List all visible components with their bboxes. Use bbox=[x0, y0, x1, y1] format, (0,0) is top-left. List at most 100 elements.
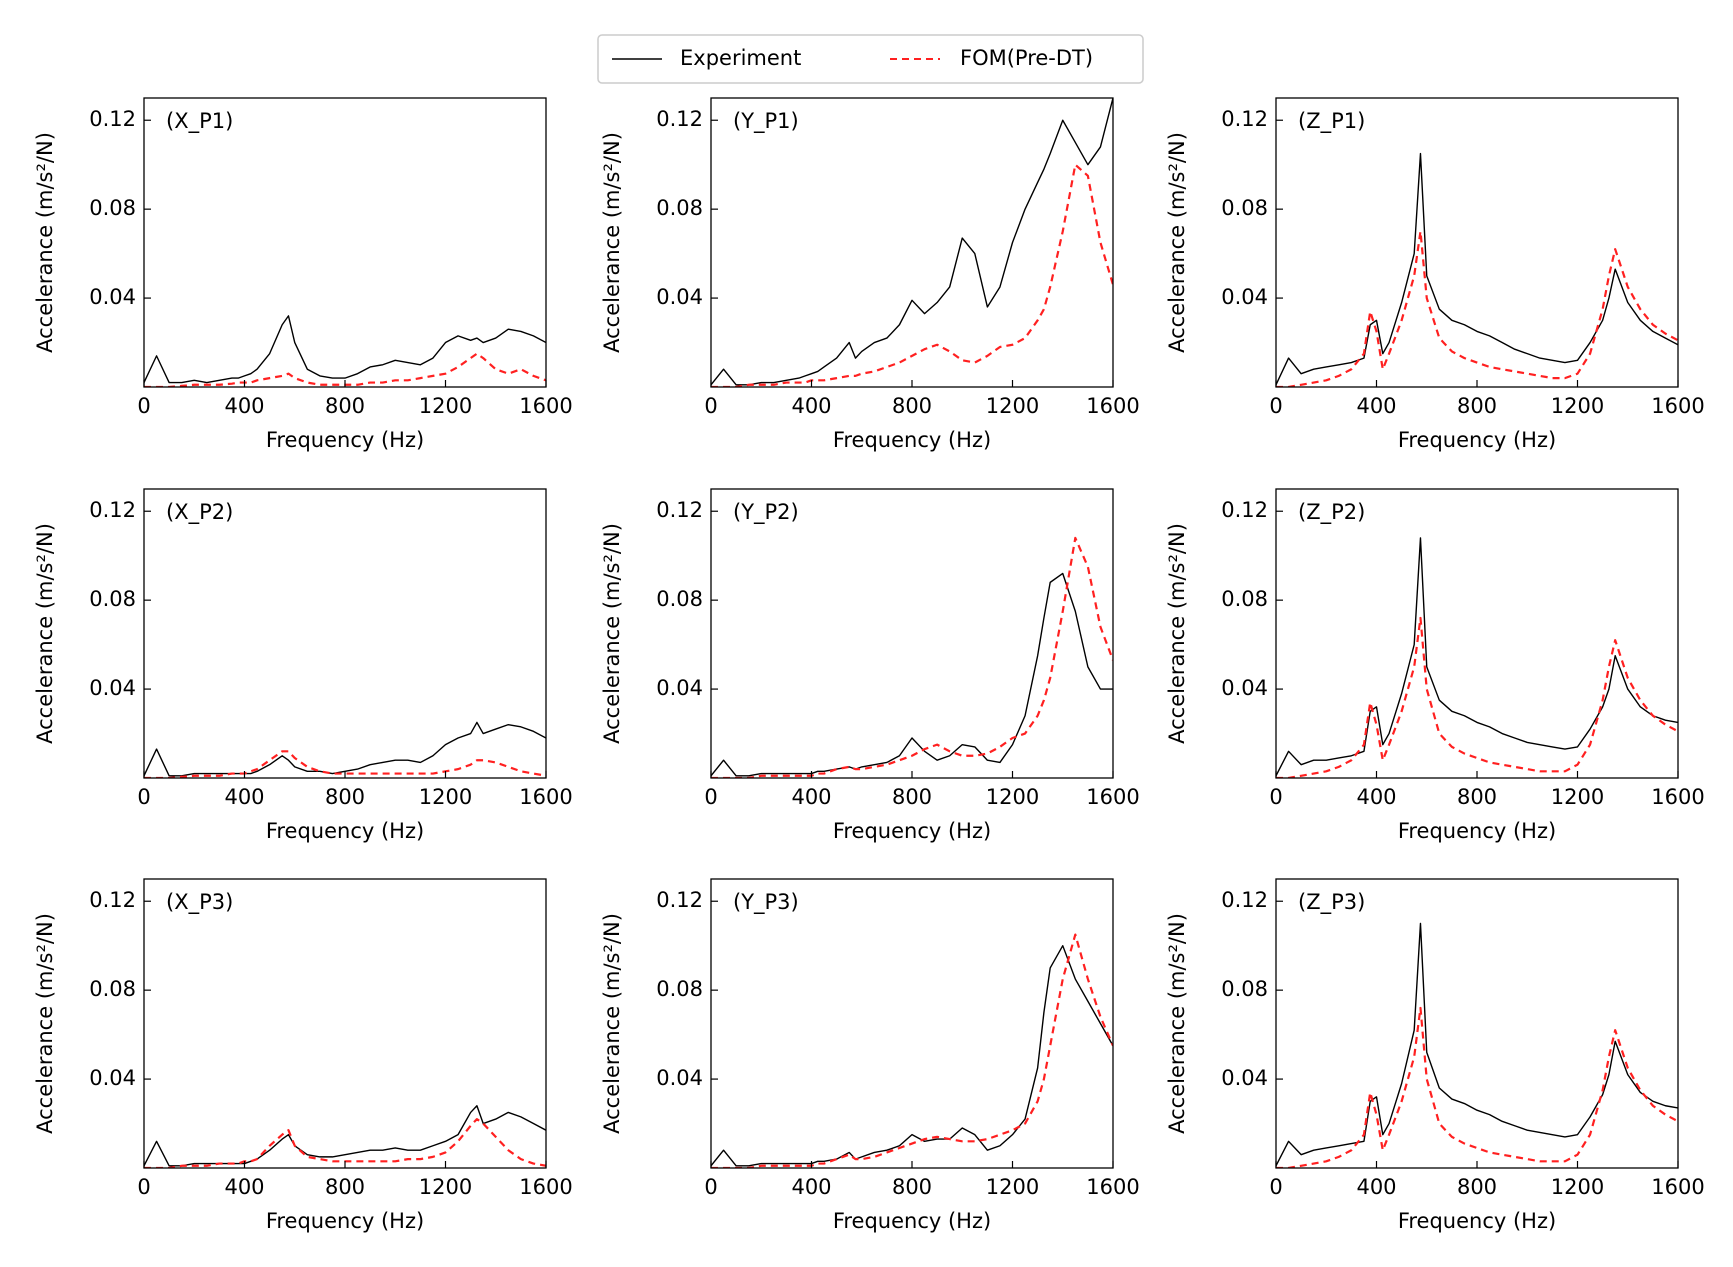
y-axis-label: Accelerance (m/s²/N) bbox=[600, 913, 624, 1134]
y-axis-label: Accelerance (m/s²/N) bbox=[33, 132, 57, 353]
y-axis-label: Accelerance (m/s²/N) bbox=[33, 913, 57, 1134]
y-tick-label: 0.12 bbox=[89, 888, 136, 912]
x-tick-label: 1200 bbox=[1551, 394, 1604, 418]
subplot: 0 400 800 1200 1600 0.04 0.08 0.12 Frequency (Hz… bbox=[1165, 488, 1705, 843]
x-tick-label: 0 bbox=[137, 1175, 150, 1199]
x-tick-label: 400 bbox=[224, 785, 264, 809]
x-tick-label: 0 bbox=[1269, 785, 1282, 809]
legend-box bbox=[597, 34, 1144, 84]
subplot: 0 400 800 1200 1600 0.04 0.08 0.12 Frequency (Hz… bbox=[33, 488, 573, 843]
x-tick-label: 1600 bbox=[519, 1175, 572, 1199]
x-tick-label: 0 bbox=[137, 394, 150, 418]
x-tick-label: 800 bbox=[892, 785, 932, 809]
x-tick-label: 800 bbox=[325, 1175, 365, 1199]
x-tick-label: 1600 bbox=[1086, 394, 1139, 418]
y-tick-label: 0.12 bbox=[1221, 888, 1268, 912]
series-line bbox=[1276, 922, 1678, 1167]
y-tick-label: 0.12 bbox=[89, 498, 136, 522]
x-tick-label: 0 bbox=[704, 394, 717, 418]
x-tick-label: 800 bbox=[892, 394, 932, 418]
y-tick-label: 0.04 bbox=[89, 1066, 136, 1090]
x-tick-label: 0 bbox=[1269, 1175, 1282, 1199]
y-tick-label: 0.08 bbox=[656, 977, 703, 1001]
subplot: 0 400 800 1200 1600 0.04 0.08 0.12 Frequency (Hz… bbox=[600, 878, 1140, 1233]
x-tick-label: 1200 bbox=[1551, 1175, 1604, 1199]
y-tick-label: 0.04 bbox=[89, 676, 136, 700]
series-line bbox=[144, 1117, 546, 1168]
y-tick-label: 0.12 bbox=[656, 498, 703, 522]
x-axis-label: Frequency (Hz) bbox=[833, 1209, 991, 1233]
y-tick-label: 0.04 bbox=[1221, 676, 1268, 700]
series-line bbox=[1276, 537, 1678, 777]
y-tick-label: 0.08 bbox=[1221, 977, 1268, 1001]
x-tick-label: 400 bbox=[224, 1175, 264, 1199]
series-line bbox=[1276, 616, 1678, 778]
x-tick-label: 800 bbox=[325, 785, 365, 809]
legend-label: Experiment bbox=[680, 46, 801, 70]
series-line bbox=[1276, 1006, 1678, 1168]
x-tick-label: 1200 bbox=[419, 785, 472, 809]
series-line bbox=[711, 572, 1113, 777]
subplot: 0 400 800 1200 1600 0.04 0.08 0.12 Frequency (Hz… bbox=[33, 97, 573, 452]
x-tick-label: 400 bbox=[791, 394, 831, 418]
panel-label: (Y_P1) bbox=[733, 109, 799, 134]
x-tick-label: 1600 bbox=[1651, 785, 1704, 809]
y-tick-label: 0.04 bbox=[1221, 285, 1268, 309]
x-tick-label: 400 bbox=[1356, 1175, 1396, 1199]
y-tick-label: 0.04 bbox=[656, 676, 703, 700]
x-tick-label: 1600 bbox=[1651, 1175, 1704, 1199]
axes-frame bbox=[1275, 488, 1679, 779]
x-tick-label: 800 bbox=[325, 394, 365, 418]
y-axis-label: Accelerance (m/s²/N) bbox=[600, 132, 624, 353]
axes-frame bbox=[1275, 97, 1679, 388]
x-axis-label: Frequency (Hz) bbox=[1398, 819, 1556, 843]
x-tick-label: 0 bbox=[137, 785, 150, 809]
series-line bbox=[144, 750, 546, 778]
series-line bbox=[711, 98, 1113, 386]
y-tick-label: 0.08 bbox=[89, 587, 136, 611]
legend-label: FOM(Pre-DT) bbox=[960, 46, 1093, 70]
x-tick-label: 1600 bbox=[1086, 1175, 1139, 1199]
x-tick-label: 1200 bbox=[986, 1175, 1039, 1199]
y-axis-label: Accelerance (m/s²/N) bbox=[1165, 523, 1189, 744]
y-tick-label: 0.04 bbox=[656, 1066, 703, 1090]
x-tick-label: 1200 bbox=[986, 785, 1039, 809]
x-tick-label: 0 bbox=[704, 785, 717, 809]
x-tick-label: 400 bbox=[1356, 394, 1396, 418]
x-tick-label: 400 bbox=[1356, 785, 1396, 809]
x-axis-label: Frequency (Hz) bbox=[266, 428, 424, 452]
panel-label: (Z_P2) bbox=[1298, 500, 1365, 525]
y-tick-label: 0.12 bbox=[656, 107, 703, 131]
x-tick-label: 1600 bbox=[1086, 785, 1139, 809]
y-axis-label: Accelerance (m/s²/N) bbox=[33, 523, 57, 744]
subplot: 0 400 800 1200 1600 0.04 0.08 0.12 Frequency (Hz… bbox=[600, 488, 1140, 843]
x-tick-label: 1600 bbox=[1651, 394, 1704, 418]
x-axis-label: Frequency (Hz) bbox=[266, 819, 424, 843]
x-tick-label: 0 bbox=[1269, 394, 1282, 418]
legend: Experiment FOM(Pre-DT) bbox=[597, 34, 1144, 84]
series-line bbox=[1276, 230, 1678, 387]
x-tick-label: 1200 bbox=[419, 1175, 472, 1199]
x-tick-label: 800 bbox=[1457, 394, 1497, 418]
subplot: 0 400 800 1200 1600 0.04 0.08 0.12 Frequency (Hz… bbox=[600, 97, 1140, 452]
series-line bbox=[144, 1105, 546, 1167]
series-line bbox=[1276, 152, 1678, 386]
series-line bbox=[711, 536, 1113, 778]
x-axis-label: Frequency (Hz) bbox=[1398, 428, 1556, 452]
y-tick-label: 0.04 bbox=[1221, 1066, 1268, 1090]
series-line bbox=[711, 944, 1113, 1167]
series-line bbox=[144, 315, 546, 384]
axes-frame bbox=[1275, 878, 1679, 1169]
y-tick-label: 0.08 bbox=[1221, 587, 1268, 611]
y-axis-label: Accelerance (m/s²/N) bbox=[600, 523, 624, 744]
panel-label: (X_P2) bbox=[166, 500, 233, 525]
panel-label: (Y_P3) bbox=[733, 890, 799, 915]
x-tick-label: 400 bbox=[791, 1175, 831, 1199]
x-tick-label: 1200 bbox=[419, 394, 472, 418]
subplot: 0 400 800 1200 1600 0.04 0.08 0.12 Frequency (Hz… bbox=[33, 878, 573, 1233]
series-line bbox=[711, 933, 1113, 1168]
y-tick-label: 0.08 bbox=[1221, 196, 1268, 220]
y-tick-label: 0.12 bbox=[1221, 107, 1268, 131]
x-axis-label: Frequency (Hz) bbox=[266, 1209, 424, 1233]
